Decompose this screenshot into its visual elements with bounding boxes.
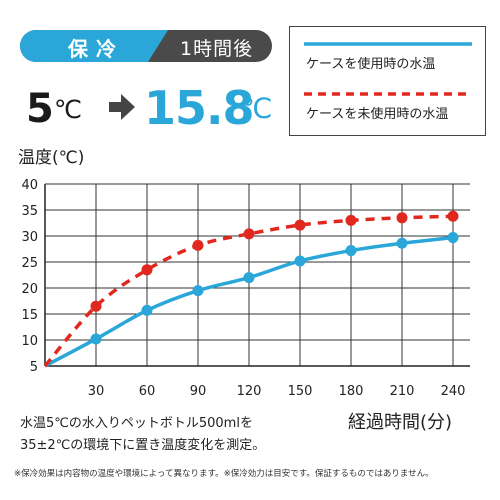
chart-grid <box>44 183 470 367</box>
footnote: ※保冷効果は内容物の温度や環境によって異なります。※保冷効力は目安です。保証する… <box>14 469 434 479</box>
legend-swatch-with-case <box>304 42 472 46</box>
start-temperature-unit: ℃ <box>54 95 83 124</box>
data-point-with-case <box>345 245 357 257</box>
legend-label-with-case: ケースを使用時の水温 <box>306 57 436 72</box>
data-point-with-case <box>396 237 408 249</box>
end-temperature: 15.8 <box>144 81 254 135</box>
badge-mode-label: 保冷 <box>68 37 124 61</box>
start-temperature: 5 <box>26 86 54 132</box>
data-point-without-case <box>90 300 102 312</box>
x-tick-label: 180 <box>339 384 364 399</box>
data-point-with-case <box>192 285 204 297</box>
chart-ticks: 5 10 15 20 25 30 35 40 30 60 90 120 150 180 210 240 <box>21 178 465 399</box>
data-point-with-case <box>294 255 306 267</box>
chart-legend: ケースを使用時の水温 ケースを未使用時の水温 <box>289 26 486 136</box>
y-axis-title: 温度(℃) <box>18 148 85 168</box>
data-point-with-case <box>243 272 255 284</box>
y-tick-label: 30 <box>21 230 38 245</box>
x-tick-label: 30 <box>88 384 105 399</box>
y-tick-label: 40 <box>21 178 38 193</box>
data-point-without-case <box>294 219 306 231</box>
test-condition-line2: 35±2℃の環境下に置き温度変化を測定。 <box>20 438 266 453</box>
y-tick-label: 15 <box>21 308 38 323</box>
x-tick-label: 60 <box>139 384 156 399</box>
series-line-without-case <box>43 214 454 368</box>
data-point-with-case <box>90 333 102 345</box>
data-point-without-case <box>141 264 153 276</box>
data-point-without-case <box>243 228 255 240</box>
data-point-without-case <box>396 212 408 224</box>
data-point-with-case <box>141 304 153 316</box>
end-temperature-unit: ℃ <box>241 92 273 125</box>
x-tick-label: 90 <box>190 384 207 399</box>
x-tick-label: 240 <box>441 384 466 399</box>
badge-shape <box>20 30 272 62</box>
y-tick-label: 10 <box>21 334 38 349</box>
chart-series <box>43 210 459 368</box>
legend-label-without-case: ケースを未使用時の水温 <box>306 107 449 122</box>
x-tick-label: 120 <box>237 384 262 399</box>
data-point-without-case <box>345 214 357 226</box>
y-tick-label: 5 <box>30 360 38 375</box>
right-arrow-icon <box>109 94 135 120</box>
x-tick-label: 150 <box>288 384 313 399</box>
test-condition-line1: 水温5℃の水入りペットボトル500mlを <box>20 416 253 431</box>
data-point-without-case <box>447 210 459 222</box>
badge-time-label: 1時間後 <box>180 38 254 60</box>
data-point-with-case <box>447 232 459 244</box>
x-tick-label: 210 <box>390 384 415 399</box>
y-tick-label: 20 <box>21 282 38 297</box>
legend-swatch-without-case <box>304 92 472 96</box>
mode-badge: 保冷 1時間後 <box>20 30 272 62</box>
y-tick-label: 25 <box>21 256 38 271</box>
x-axis-title: 経過時間(分) <box>348 412 453 433</box>
y-tick-label: 35 <box>21 204 38 219</box>
data-point-without-case <box>192 239 204 251</box>
